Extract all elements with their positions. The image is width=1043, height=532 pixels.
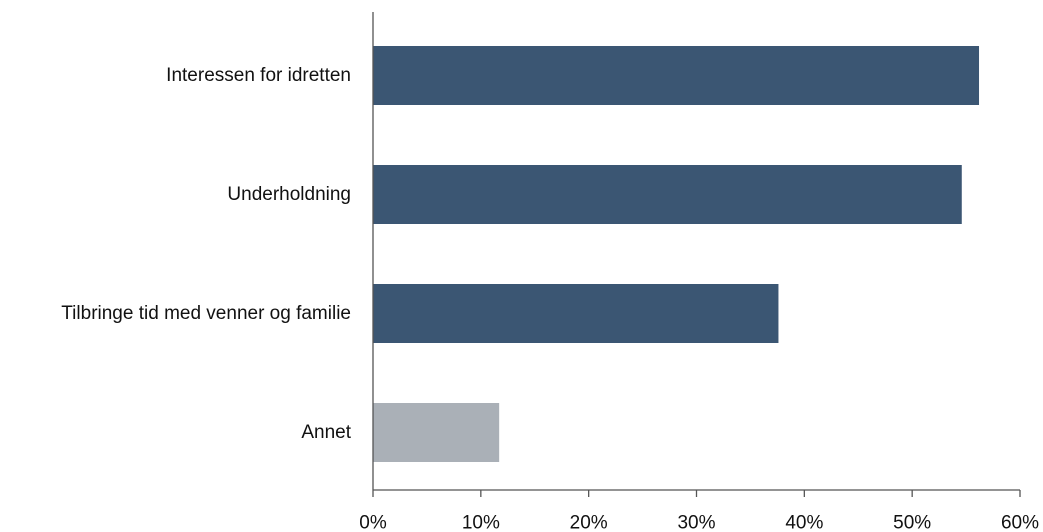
- x-tick-label-5: 50%: [893, 513, 931, 532]
- bar-tilbringe-tid-med-venner-og-familie: [373, 284, 779, 343]
- category-label-interessen-for-idretten: Interessen for idretten: [166, 65, 351, 86]
- x-tick-label-6: 60%: [1001, 513, 1039, 532]
- bar-underholdning: [373, 165, 962, 224]
- category-label-annet: Annet: [301, 422, 351, 443]
- bar-interessen-for-idretten: [373, 46, 980, 105]
- x-axis-ticks: [372, 490, 1021, 497]
- x-tick-label-2: 20%: [570, 513, 608, 532]
- x-tick-label-1: 10%: [462, 513, 500, 532]
- x-tick-label-3: 30%: [677, 513, 715, 532]
- bars-group: [373, 46, 980, 462]
- x-tick-label-4: 40%: [785, 513, 823, 532]
- x-axis-tick-labels: 0% 10% 20% 30% 40% 50% 60%: [359, 513, 1039, 532]
- category-label-tilbringe-tid-med-venner-og-familie: Tilbringe tid med venner og familie: [61, 303, 351, 324]
- category-label-underholdning: Underholdning: [227, 184, 351, 205]
- category-labels: Interessen for idretten Underholdning Tilb…: [61, 65, 351, 443]
- x-tick-label-0: 0%: [359, 513, 387, 532]
- bar-annet: [373, 403, 500, 462]
